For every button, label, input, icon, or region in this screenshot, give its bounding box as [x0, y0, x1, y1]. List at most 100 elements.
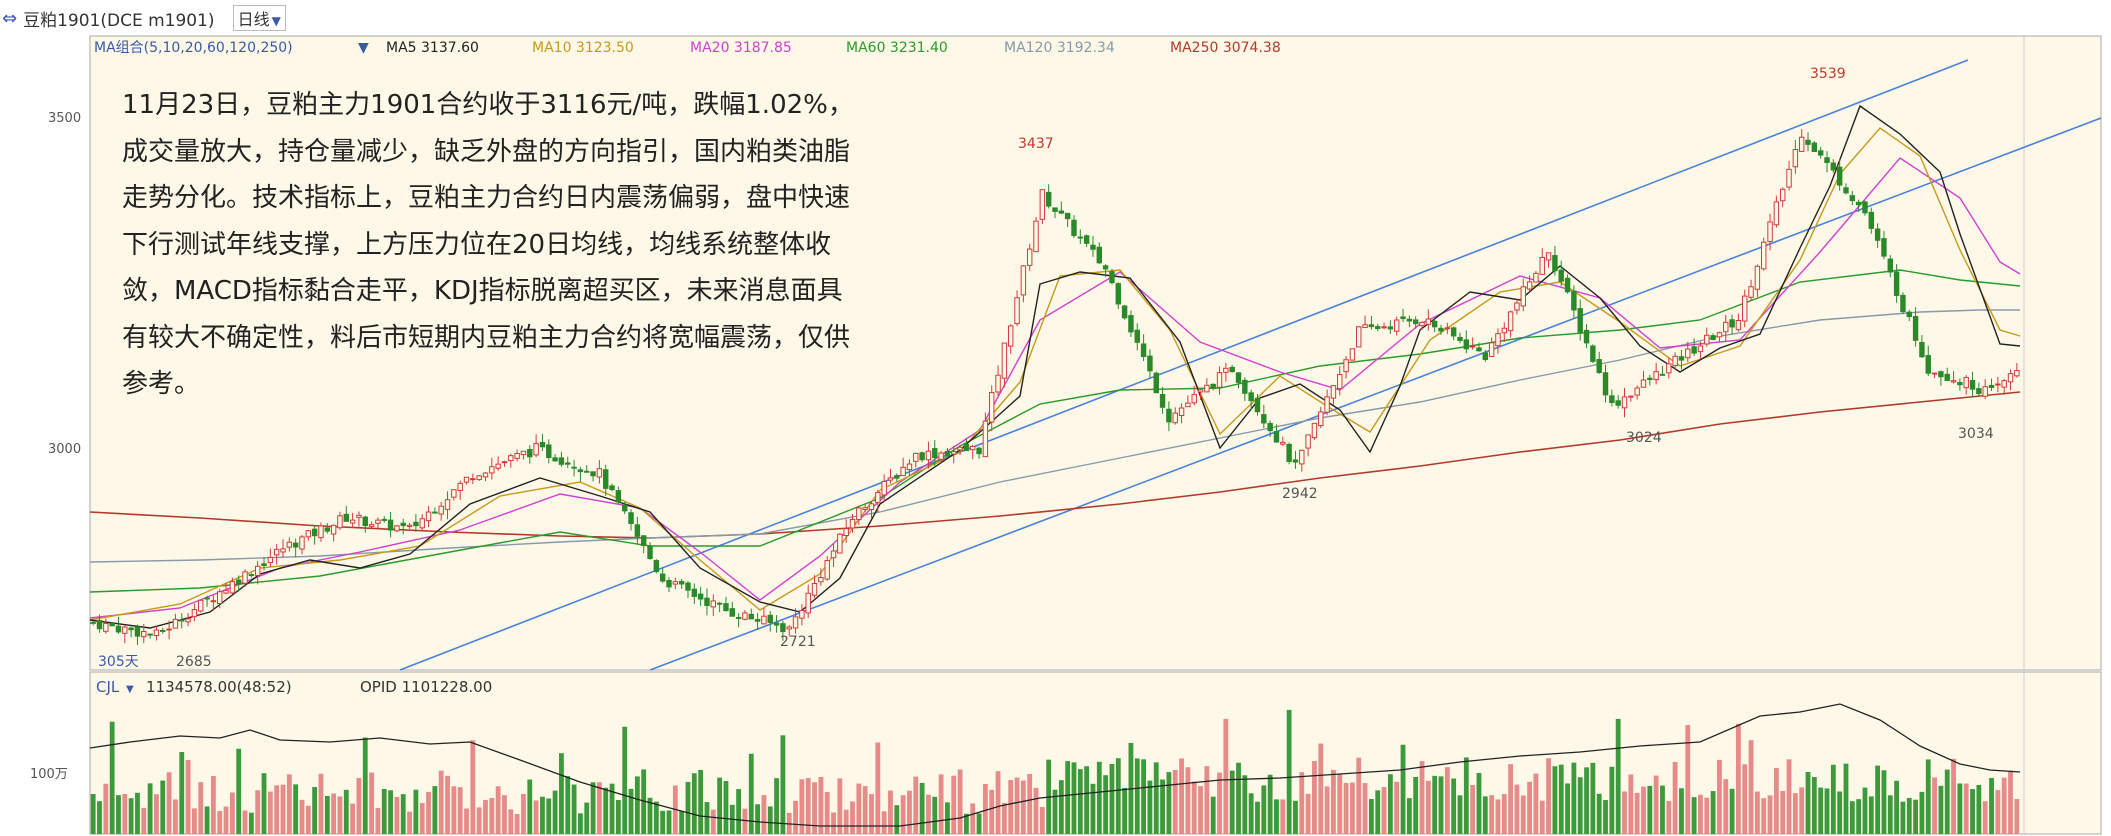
volume-bar [103, 783, 109, 834]
candle-body [894, 475, 900, 479]
volume-bar [881, 811, 887, 834]
volume-bar [1881, 770, 1887, 834]
volume-bar [261, 773, 267, 834]
link-icon[interactable]: ⇔ [2, 7, 18, 29]
volume-bar [1255, 801, 1260, 834]
candle-body [906, 463, 913, 471]
candle-body [799, 610, 805, 619]
volume-bar [1584, 767, 1589, 834]
chevron-down-icon[interactable]: ▼ [126, 684, 134, 695]
candle-body [1261, 414, 1267, 424]
volume-bar [179, 751, 185, 834]
candle-body [1463, 339, 1470, 350]
volume-bar [1628, 774, 1634, 834]
candle-body [1280, 441, 1286, 445]
volume-bar [1274, 799, 1279, 834]
candle-body [1944, 373, 1950, 382]
candle-body [330, 524, 337, 535]
ma20-line [89, 157, 2021, 619]
volume-bar [394, 797, 400, 834]
candle-body [311, 528, 318, 537]
volume-bar [299, 799, 305, 834]
candle-body [957, 446, 963, 451]
candle-body [254, 565, 261, 576]
candle-body [1653, 371, 1659, 381]
candle-body [1248, 392, 1254, 402]
volume-bar [1331, 769, 1336, 834]
volume-bar [970, 803, 976, 834]
volume-bar [432, 786, 438, 834]
candle-body [134, 626, 141, 637]
candle-body [520, 450, 527, 456]
volume-bar [1653, 775, 1659, 834]
ma-legend[interactable]: MA组合(5,10,20,60,120,250) ▼ MA5 3137.60 M… [94, 40, 1281, 56]
candle-body [1311, 422, 1318, 439]
candle-body [590, 471, 596, 477]
volume-bar [1147, 780, 1153, 834]
candle-body [1931, 372, 1938, 375]
volume-bar [761, 795, 767, 834]
candle-body [735, 616, 742, 619]
volume-bar [173, 799, 178, 834]
candle-body [305, 530, 312, 538]
volume-bar [622, 726, 628, 834]
volume-bar [1052, 789, 1058, 834]
volume-bar [590, 782, 596, 834]
volume-bar [1932, 777, 1937, 834]
candle-body [716, 602, 723, 605]
volume-bar [305, 805, 311, 834]
volume-bar [989, 789, 995, 834]
period-selector[interactable]: 日线 ▼ [232, 5, 286, 31]
volume-bar [1995, 790, 2001, 834]
candle-body [1767, 221, 1773, 242]
candle-body [451, 489, 457, 498]
volume-bar [521, 794, 526, 834]
peak-label-2942: 2942 [1282, 486, 1318, 502]
peak-label-3437: 3437 [1018, 136, 1054, 152]
volume-bar [407, 811, 412, 834]
candle-body [1596, 359, 1602, 373]
candle-body [444, 499, 451, 510]
symbol-label[interactable]: 豆粕1901(DCE m1901) [23, 10, 215, 31]
volume-bar [1217, 772, 1222, 834]
channel-upper-line[interactable] [399, 59, 1969, 671]
candle-body [343, 513, 349, 522]
volume-bar [1375, 790, 1381, 834]
peak-label-3034: 3034 [1958, 426, 1994, 442]
candle-body [1716, 332, 1723, 338]
volume-bar [571, 784, 577, 834]
volume-bar [634, 776, 640, 834]
analysis-annotation: 11月23日，豆粕主力1901合约收于3116元/吨，跌幅1.02%， 成交量放… [122, 82, 1002, 408]
volume-indicator-label[interactable]: CJL [96, 678, 120, 696]
volume-bar [1533, 773, 1539, 834]
chevron-down-icon[interactable]: ▼ [358, 40, 369, 56]
volume-bar [1508, 764, 1514, 834]
volume-bar [1811, 777, 1817, 834]
candle-body [141, 631, 147, 638]
candle-body [1836, 166, 1843, 186]
candle-body [394, 525, 400, 532]
volume-bar [938, 774, 944, 834]
channel-lower-line[interactable] [649, 117, 2102, 671]
candle-body [1425, 318, 1432, 325]
candle-body [697, 593, 704, 600]
volume-bar [1368, 799, 1374, 834]
volume-bar [375, 808, 381, 834]
volume-bar [1134, 758, 1140, 834]
candle-body [1305, 434, 1311, 449]
volume-bar [957, 769, 963, 834]
candle-body [887, 477, 894, 481]
candle-body [1697, 345, 1704, 353]
candle-body [1495, 333, 1501, 347]
candle-body [546, 444, 552, 458]
toolbar: ⇔ 豆粕1901(DCE m1901) 日线 ▼ [0, 0, 2111, 36]
candle-body [375, 519, 381, 524]
candle-body [501, 461, 508, 464]
candle-body [1267, 422, 1273, 432]
volume-bar [742, 808, 748, 834]
ma-group-label[interactable]: MA组合(5,10,20,60,120,250) [94, 40, 293, 56]
volume-bar [888, 790, 893, 834]
candle-body [723, 603, 729, 612]
candle-body [951, 451, 957, 455]
